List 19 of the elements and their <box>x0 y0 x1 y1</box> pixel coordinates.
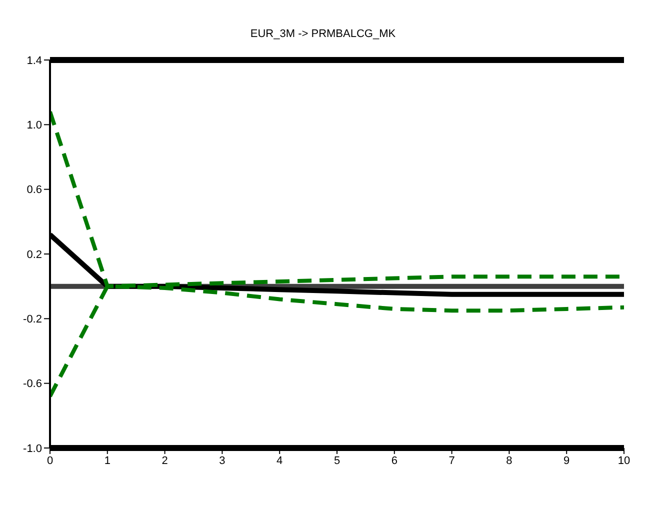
x-tick-label: 6 <box>391 454 398 467</box>
chart-title: EUR_3M -> PRMBALCG_MK <box>249 28 397 42</box>
x-tick-label: 1 <box>104 454 110 467</box>
x-tick-label: 4 <box>276 454 283 467</box>
x-tick-label: 9 <box>564 454 570 467</box>
x-tick-label: 10 <box>618 454 630 467</box>
y-tick-label: -1.0 <box>23 442 42 455</box>
y-tick-label: 0.2 <box>26 248 42 261</box>
y-tick-label: -0.2 <box>23 314 42 326</box>
y-tick-label: 1.4 <box>26 54 42 67</box>
x-tick-label: 7 <box>448 454 455 467</box>
x-tick-label: 8 <box>506 454 512 467</box>
x-tick-label: 5 <box>334 454 340 467</box>
x-tick-label: 2 <box>162 454 168 467</box>
x-tick-label: 3 <box>219 454 226 467</box>
x-tick-label: 0 <box>46 454 54 467</box>
y-tick-label: 0.6 <box>26 184 42 196</box>
y-tick-label: 1.0 <box>26 120 42 132</box>
y-tick-label: -0.6 <box>23 378 42 390</box>
